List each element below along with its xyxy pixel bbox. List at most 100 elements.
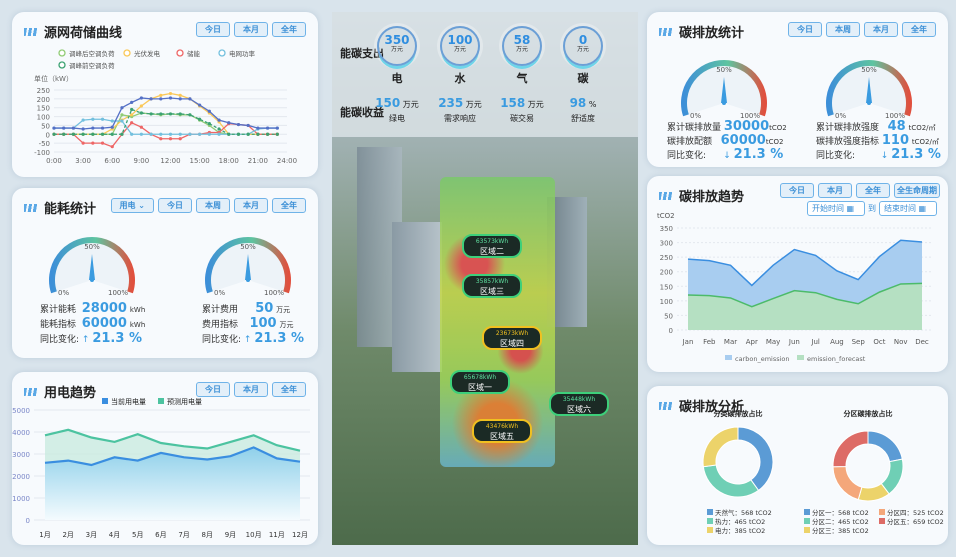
stat-row: 同比变化: ↑ 21.3 % [202,331,304,346]
year-button[interactable]: 全年 [272,382,306,397]
data-point [110,125,114,129]
expense-ring: 58 万元 [502,26,542,66]
income-name: 舒适度 [571,114,595,123]
week-button[interactable]: 本周 [196,198,230,213]
period-buttons: 今日 本月 全年 [196,382,306,397]
y-tick-label: 4000 [12,429,30,437]
stat-row: 碳排放强度指标 110 tCO2/㎡ [816,133,939,148]
gauge-min-label: 0% [58,289,69,297]
month-button[interactable]: 本月 [818,183,852,198]
expense-unit: 万元 [453,46,466,53]
pie-title: 分区碳排放占比 [844,409,893,418]
month-button[interactable]: 本月 [234,382,268,397]
energy-type-select[interactable]: 用电 ⌄ [110,198,154,213]
data-point [130,121,134,125]
today-button[interactable]: 今日 [780,183,814,198]
x-tick-label: 8月 [202,531,213,539]
carbon-analysis-panel: 碳排放分析 分类碳排放占比 天然气：568 tCO2 热力：465 tCO2 电力：3… [647,386,948,545]
legend-label: 分区三：385 tCO2 [812,526,869,535]
gauge-arc [205,237,291,294]
x-tick-label: 10月 [246,531,262,539]
end-date-input[interactable]: 结束时间 ▦ [879,201,937,216]
income-unit: 万元 [402,100,419,109]
lifecycle-button[interactable]: 全生命周期 [894,183,940,198]
zone-label[interactable]: 43476kWh 区域五 [472,419,532,443]
title-text: 源网荷储曲线 [44,26,123,41]
year-button[interactable]: 全年 [856,183,890,198]
x-tick-label: Aug [830,338,844,346]
date-range: 开始时间 ▦ 到 结束时间 ▦ [807,201,937,216]
zone-name: 区域五 [490,432,514,441]
data-point [198,103,202,107]
pie-slice [832,465,863,501]
week-button[interactable]: 本周 [826,22,860,37]
zone-label[interactable]: 35448kWh 区域六 [549,392,609,416]
data-point [110,132,114,136]
tower-heatmap [440,177,555,467]
gauge-needle [721,77,727,103]
x-tick-label: 24:00 [277,157,297,165]
year-button[interactable]: 全年 [902,22,936,37]
data-point [188,97,192,101]
income-item: 158 万元 碳交易 [493,96,551,124]
gauge-max-label: 100% [264,289,284,297]
gauge-pivot [246,278,250,282]
period-buttons: 用电 ⌄ 今日 本周 本月 全年 [110,198,306,213]
y-tick-label: 50 [664,312,673,320]
data-point [130,132,134,136]
series-line [687,239,923,287]
today-button[interactable]: 今日 [196,382,230,397]
start-date-input[interactable]: 开始时间 ▦ [807,201,865,216]
legend-marker [879,518,885,524]
today-button[interactable]: 今日 [196,22,230,37]
y-tick-label: 5000 [12,407,30,415]
arrow-down-icon: ↓ [880,151,889,161]
x-tick-label: 3:00 [75,157,91,165]
data-point [227,121,231,125]
x-tick-label: 18:00 [219,157,239,165]
year-button[interactable]: 全年 [272,22,306,37]
data-point [188,113,192,117]
year-button[interactable]: 全年 [272,198,306,213]
forecast-line [44,428,301,452]
income-value: 150 [375,96,401,110]
data-point [100,126,105,130]
gauge-min-label: 0% [214,289,225,297]
month-button[interactable]: 本月 [234,198,268,213]
data-point [139,111,143,115]
today-button[interactable]: 今日 [788,22,822,37]
title-bars-icon [659,27,673,36]
today-button[interactable]: 今日 [158,198,192,213]
expense-name: 水 [454,72,466,85]
data-point [246,132,250,136]
expense-ring: 100 万元 [440,26,480,66]
energy-stats-panel: 能耗统计 用电 ⌄ 今日 本周 本月 全年 50% 0% 100% 50% 0% 100… [12,188,318,358]
legend-marker [102,398,108,404]
data-point [159,112,163,116]
x-tick-label: 3月 [86,531,97,539]
y-tick-label: 3000 [12,451,30,459]
data-point [149,112,153,116]
stat-row: 累计碳排放量 30000tCO2 [667,119,787,134]
expense-value: 100 [447,33,473,47]
zone-label[interactable]: 63573kWh 区域二 [462,234,522,258]
legend-marker [804,518,810,524]
legend-marker [158,398,164,404]
zone-label[interactable]: 35857kWh 区域三 [462,274,522,298]
month-button[interactable]: 本月 [234,22,268,37]
gauge-arc [49,237,135,294]
month-button[interactable]: 本月 [864,22,898,37]
zone-label[interactable]: 65678kWh 区域一 [450,370,510,394]
period-buttons: 今日 本周 本月 全年 [788,22,936,37]
data-point [110,145,114,149]
zone-energy: 35448kWh [562,396,596,403]
data-point [110,119,114,123]
stat-row: 累计能耗 28000 kWh [40,301,146,316]
zone-label[interactable]: 23673kWh 区域四 [482,326,542,350]
income-value: 158 [500,96,526,110]
title-bars-icon [24,203,38,212]
gauge-min-label: 0% [835,112,846,120]
zone-name: 区域一 [468,383,492,392]
gauge-mid-label: 50% [716,66,732,74]
arrow-up-icon: ↑ [81,335,90,345]
